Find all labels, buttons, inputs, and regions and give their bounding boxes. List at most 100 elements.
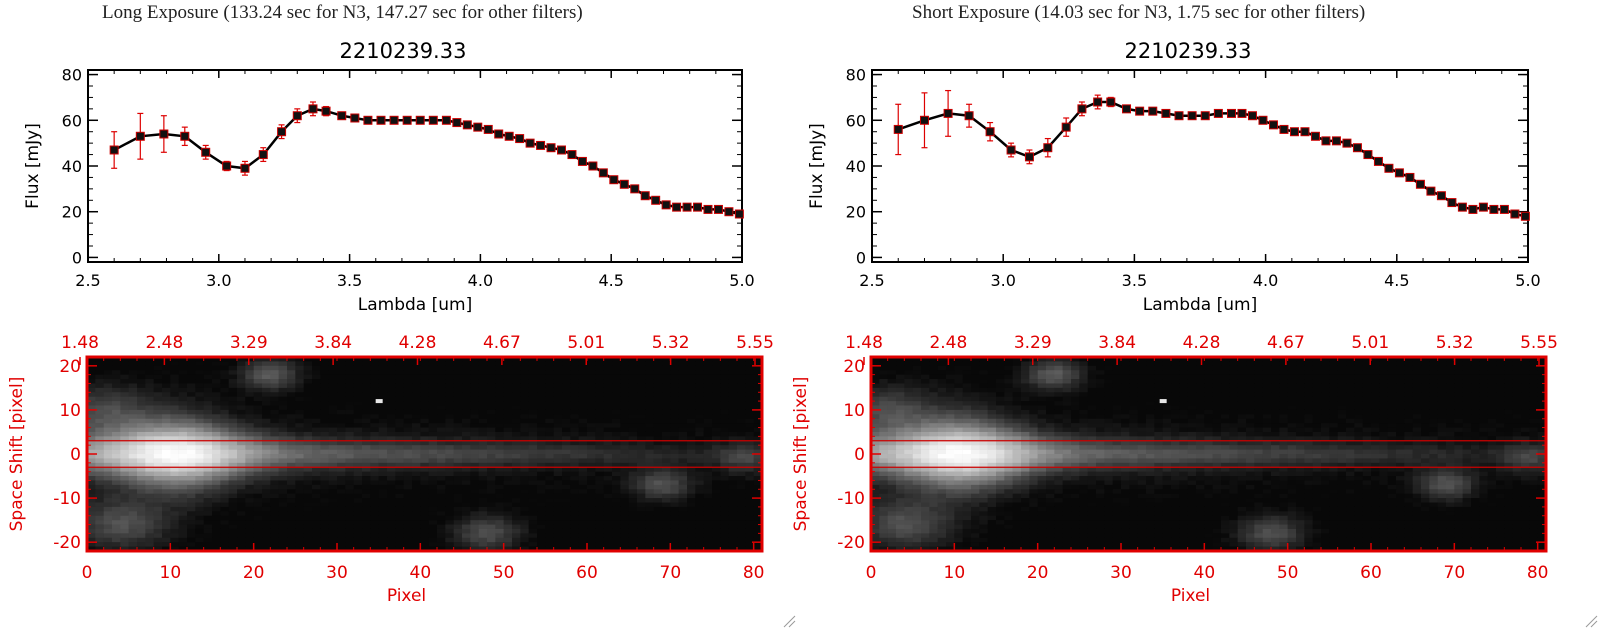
left-image-pixel <box>478 423 488 428</box>
left-image-pixel <box>395 401 404 406</box>
left-image-pixel <box>253 454 263 459</box>
left-image-pixel <box>620 357 629 362</box>
left-image-pixel <box>453 423 463 428</box>
left-image-pixel <box>437 396 446 402</box>
left-image-pixel <box>428 396 438 402</box>
left-image-pixel <box>103 409 113 415</box>
left-image-pixel <box>220 414 229 420</box>
left-image-pixel <box>178 542 188 547</box>
right-image-pixel <box>1287 379 1297 384</box>
left-image-pixel <box>720 409 729 415</box>
left-image-pixel <box>287 383 296 389</box>
left-image-pixel <box>487 484 496 490</box>
right-image-pixel <box>1362 383 1372 389</box>
right-image-pixel <box>1262 357 1272 362</box>
left-image-pixel <box>670 454 679 459</box>
right-image-pixel <box>1396 370 1405 375</box>
right-image-pixel <box>1012 361 1022 367</box>
left-image-pixel <box>170 484 179 490</box>
left-image-pixel <box>453 427 463 433</box>
left-image-pixel <box>662 515 671 521</box>
left-image-pixel <box>212 409 221 415</box>
left-image-pixel <box>595 431 604 437</box>
left-image-pixel <box>87 357 96 362</box>
left-image-pixel <box>703 471 713 477</box>
left-image-pixel <box>370 405 379 411</box>
right-data-point <box>1510 209 1520 219</box>
left-image-pixel <box>187 533 196 539</box>
left-image-pixel <box>245 405 254 411</box>
left-image-pixel <box>587 423 596 428</box>
right-data-point <box>1342 138 1352 148</box>
left-image-pixel <box>278 387 288 393</box>
left-image-pixel <box>287 379 296 384</box>
left-image-pixel <box>745 387 754 393</box>
left-image-pixel <box>120 458 129 464</box>
left-image-pixel <box>445 401 454 406</box>
left-image-pixel <box>95 537 104 543</box>
left-image-pixel <box>453 449 463 455</box>
left-image-pixel <box>337 414 346 420</box>
left-image-pixel <box>170 511 179 517</box>
left-image-pixel <box>278 405 288 411</box>
right-image-pixel <box>896 370 905 375</box>
left-image-pixel <box>487 533 496 539</box>
left-image-pixel <box>237 546 246 552</box>
left-image-pixel <box>262 528 271 534</box>
left-image-pixel <box>103 418 113 424</box>
left-image-pixel <box>228 418 238 424</box>
left-image-pixel <box>687 462 696 468</box>
left-image-pixel <box>678 471 688 477</box>
left-image-pixel <box>562 440 571 446</box>
left-image-pixel <box>320 546 329 552</box>
left-image-pixel <box>337 436 346 442</box>
left-image-pixel <box>520 467 529 472</box>
left-image-pixel <box>553 489 563 494</box>
left-image-pixel <box>187 409 196 415</box>
right-image-pixel <box>962 370 972 375</box>
left-image-pixel <box>170 423 179 428</box>
right-image-pixel <box>1404 365 1413 371</box>
left-image-pixel <box>112 515 121 521</box>
left-image-pixel <box>112 431 121 437</box>
left-image-pixel <box>553 357 563 362</box>
left-image-pixel <box>670 520 679 525</box>
left-image-pixel <box>212 365 221 371</box>
left-image-pixel <box>720 357 729 362</box>
left-image-pixel <box>495 480 504 486</box>
left-image-pixel <box>187 405 196 411</box>
left-image-pixel <box>328 533 338 539</box>
left-image-pixel <box>720 506 729 512</box>
left-image-pixel <box>162 370 171 375</box>
right-image-pixel <box>1379 374 1388 380</box>
left-image-pixel <box>320 436 329 442</box>
left-image-pixel <box>712 498 721 503</box>
right-image-pixel <box>1162 357 1172 362</box>
left-image-pixel <box>487 489 496 494</box>
right-image-pixel <box>1462 361 1472 367</box>
left-image-pixel <box>245 462 254 468</box>
left-image-pixel <box>337 471 346 477</box>
right-image-pixel <box>1437 357 1447 362</box>
left-image-pixel <box>345 401 354 406</box>
left-image-pixel <box>462 493 471 499</box>
left-image-pixel <box>212 405 221 411</box>
left-image-pixel <box>728 524 738 530</box>
right-image-pixel <box>1279 365 1288 371</box>
right-image-pixel <box>921 387 930 393</box>
left-image-pixel <box>162 436 171 442</box>
left-image-pixel <box>153 436 163 442</box>
left-image-pixel <box>745 515 754 521</box>
left-image-pixel <box>753 489 763 494</box>
left-image-pixel <box>453 357 463 362</box>
left-image-pixel <box>262 506 271 512</box>
right-data-point <box>1148 106 1158 116</box>
right-spectrum-ytick-label: 80 <box>846 66 866 85</box>
right-image-pixel <box>1254 357 1263 362</box>
left-image-pixel <box>412 383 421 389</box>
left-image-pixel <box>687 533 696 539</box>
left-image-pixel <box>253 506 263 512</box>
left-image-pixel <box>303 423 313 428</box>
right-image-pixel <box>1371 357 1380 362</box>
left-image-pixel <box>678 458 688 464</box>
